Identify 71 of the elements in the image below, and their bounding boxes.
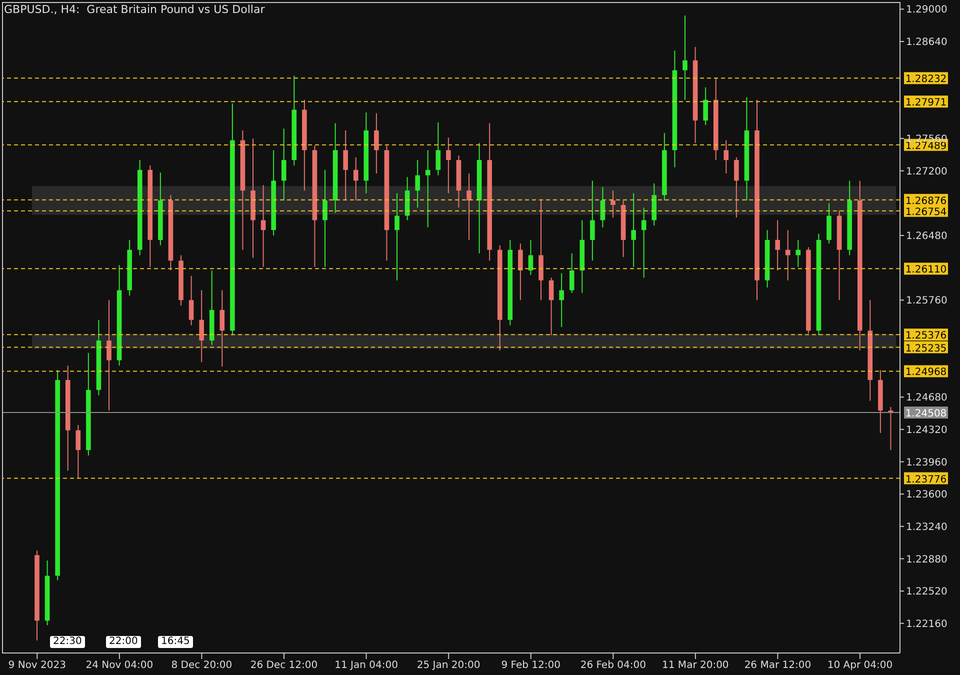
- candlestick: [394, 192, 400, 281]
- ref-line-label: 1.24968: [905, 367, 947, 378]
- x-tick-label: 9 Nov 2023: [8, 660, 66, 672]
- x-tick-label: 8 Dec 20:00: [171, 660, 232, 672]
- candlestick: [425, 150, 430, 228]
- candlestick: [322, 169, 328, 268]
- candlestick: [199, 290, 204, 363]
- ref-line-label: 1.26110: [905, 264, 947, 276]
- candlestick: [631, 192, 636, 268]
- candlestick: [610, 190, 616, 218]
- candlestick: [528, 239, 534, 276]
- candlestick: [724, 140, 729, 174]
- candlestick: [353, 156, 358, 201]
- y-tick-label: 1.23960: [906, 457, 948, 468]
- x-tick-label: 10 Apr 04:00: [827, 660, 893, 672]
- y-tick-label: 1.26480: [906, 231, 948, 242]
- candlestick: [106, 300, 112, 412]
- chart-title: GBPUSD., H4: Great Britain Pound vs US Dollar: [4, 3, 265, 16]
- annotation: 22:30: [50, 636, 85, 648]
- y-tick-label: 1.28640: [906, 37, 948, 48]
- candlestick: [436, 122, 441, 176]
- candlestick: [415, 160, 420, 208]
- ref-line-label: 1.26876: [905, 196, 947, 207]
- ref-line-label: 1.28232: [905, 74, 947, 86]
- x-tick-label: 9 Feb 12:00: [501, 660, 560, 672]
- x-tick-label: 24 Nov 04:00: [86, 660, 154, 672]
- annotation: 16:45: [158, 636, 193, 648]
- ref-line-label: 1.27971: [905, 98, 947, 109]
- candlestick: [785, 230, 790, 281]
- annotation: 22:00: [106, 636, 141, 648]
- ref-line-label: 1.25235: [905, 343, 947, 354]
- x-tick-label: 25 Jan 20:00: [416, 660, 480, 672]
- candlestick: [281, 128, 286, 201]
- y-tick-label: 1.22160: [906, 618, 948, 630]
- candlestick: [734, 156, 739, 218]
- ref-line-label: 1.25376: [905, 330, 947, 342]
- candlestick: [775, 220, 780, 271]
- x-tick-label: 26 Feb 04:00: [580, 660, 646, 672]
- candlestick: [796, 239, 801, 268]
- candlestick: [569, 252, 574, 294]
- candlestick: [188, 275, 194, 326]
- y-tick-label: 1.24680: [906, 392, 948, 404]
- y-tick-label: 1.24320: [906, 424, 948, 436]
- candlestick: [374, 112, 379, 174]
- candlestick: [590, 180, 595, 262]
- ref-line-label: 1.23776: [905, 474, 947, 486]
- y-tick-label: 1.25760: [906, 296, 948, 307]
- y-tick-label: 1.23240: [906, 522, 948, 533]
- candlestick: [76, 424, 81, 478]
- candlestick: [682, 14, 688, 100]
- candlestick: [446, 137, 451, 194]
- candlestick: [343, 130, 348, 201]
- x-tick-label: 26 Dec 12:00: [250, 660, 318, 672]
- x-tick-label: 11 Jan 04:00: [334, 660, 398, 672]
- candlestick: [260, 184, 266, 268]
- candlestick: [518, 243, 523, 301]
- x-tick-label: 11 Mar 20:00: [662, 660, 729, 672]
- y-tick-label: 1.27200: [906, 166, 948, 178]
- x-tick-label: 26 Mar 12:00: [744, 660, 812, 672]
- candlestick: [548, 277, 554, 336]
- y-tick-label: 1.23600: [906, 490, 948, 501]
- ref-line-label: 1.26754: [905, 206, 947, 218]
- candlestick: [703, 86, 708, 126]
- candlestick: [641, 207, 646, 278]
- ref-line-label: 1.24508: [905, 408, 947, 420]
- candlestick: [466, 173, 472, 240]
- y-tick-label: 1.22520: [906, 586, 948, 598]
- y-tick-label: 1.29000: [906, 4, 948, 16]
- candlestick: [559, 272, 564, 328]
- candlestick: [220, 290, 225, 368]
- y-tick-label: 1.22880: [906, 554, 948, 566]
